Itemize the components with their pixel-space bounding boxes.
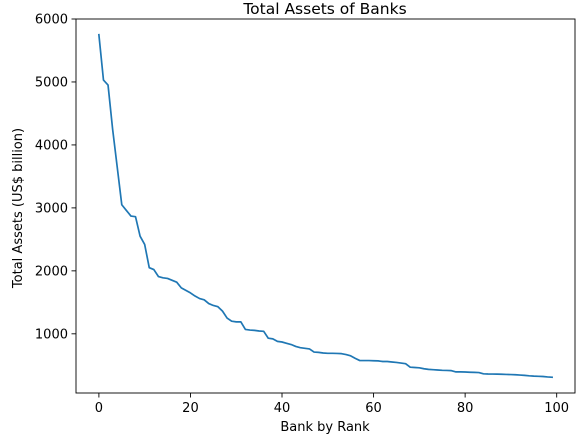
y-tick-label: 4000	[35, 138, 68, 153]
x-tick-label: 80	[457, 401, 474, 416]
y-axis-label: Total Assets (US$ billion)	[11, 128, 26, 289]
x-tick-label: 20	[182, 401, 199, 416]
x-axis-label: Bank by Rank	[280, 420, 370, 435]
y-tick-label: 5000	[35, 75, 68, 90]
x-tick-label: 100	[544, 401, 569, 416]
y-tick-label: 1000	[35, 327, 68, 342]
x-tick-label: 40	[274, 401, 291, 416]
y-tick-label: 6000	[35, 13, 68, 28]
x-tick-label: 60	[365, 401, 382, 416]
series-line	[97, 33, 554, 379]
y-tick-label: 3000	[35, 201, 68, 216]
plot-frame	[75, 18, 576, 394]
x-tick-label: 0	[95, 401, 103, 416]
plot-area: 0 20 40 60 80 100 1000 2000 3000 4000 5000 6000	[35, 13, 576, 416]
y-tick-label: 2000	[35, 264, 68, 279]
chart-title: Total Assets of Banks	[242, 0, 406, 18]
